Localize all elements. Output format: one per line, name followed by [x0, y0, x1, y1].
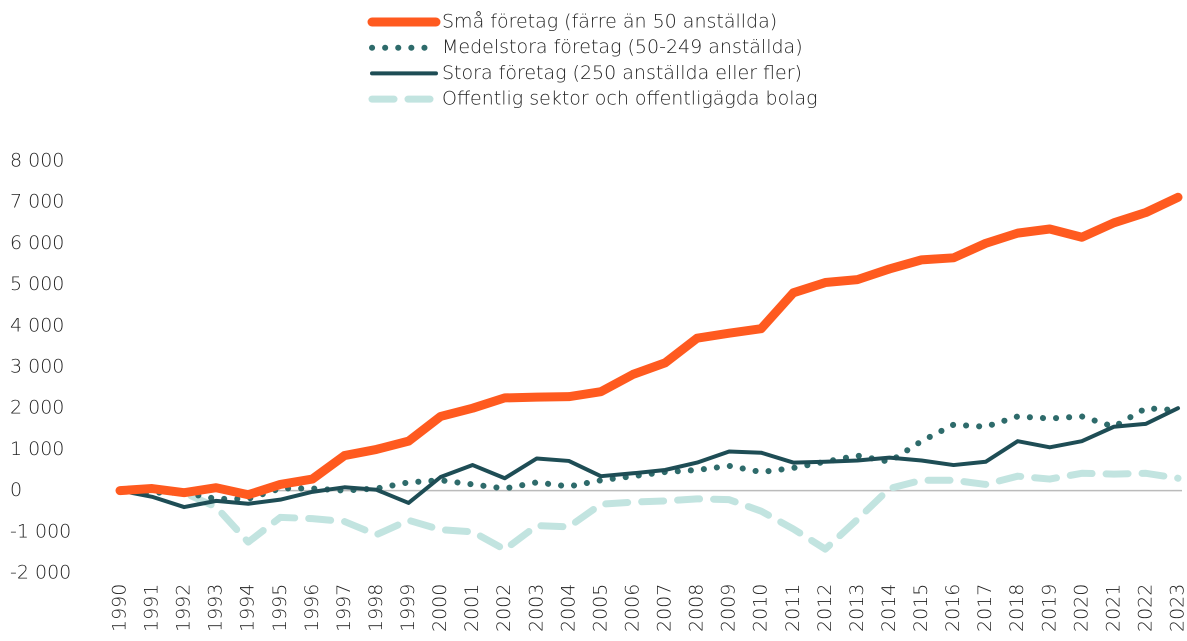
- legend-label: Offentlig sektor och offentligägda bolag: [442, 88, 818, 110]
- legend-label: Medelstora företag (50-249 anställda): [442, 36, 803, 58]
- x-tick-label: 2019: [1038, 584, 1060, 632]
- x-tick-label: 1991: [141, 584, 163, 632]
- y-tick-label: 4 000: [10, 314, 64, 336]
- x-tick-label: 2023: [1167, 584, 1187, 632]
- y-tick-label: -1 000: [10, 520, 71, 542]
- series-line: [116, 469, 1182, 554]
- x-tick-label: 1990: [109, 584, 131, 632]
- y-tick-label: -2 000: [10, 562, 71, 584]
- x-tick-label: 2003: [525, 584, 547, 632]
- x-tick-label: 1997: [333, 584, 355, 632]
- x-tick-label: 2010: [750, 584, 772, 632]
- x-tick-label: 2005: [589, 584, 611, 632]
- x-tick-label: 2009: [718, 584, 740, 632]
- x-tick-label: 1994: [237, 584, 259, 632]
- y-tick-label: 3 000: [10, 356, 64, 378]
- series-line: [115, 192, 1183, 500]
- x-tick-label: 1993: [205, 584, 227, 632]
- series-line: [118, 406, 1180, 510]
- series-line: [117, 405, 1181, 502]
- y-tick-label: 7 000: [10, 191, 64, 213]
- x-tick-label: 2001: [461, 584, 483, 632]
- x-tick-label: 2007: [654, 584, 676, 632]
- x-tick-label: 2006: [621, 584, 643, 632]
- x-tick-label: 2016: [942, 584, 964, 632]
- x-tick-label: 2012: [814, 584, 836, 632]
- x-tick-label: 2022: [1134, 584, 1156, 632]
- x-tick-label: 2021: [1102, 584, 1124, 632]
- x-tick-label: 1992: [173, 584, 195, 632]
- y-tick-label: 6 000: [10, 232, 64, 254]
- x-tick-label: 2017: [974, 584, 996, 632]
- x-tick-label: 1998: [365, 584, 387, 632]
- x-tick-label: 2008: [686, 584, 708, 632]
- x-tick-label: 1999: [397, 584, 419, 632]
- x-tick-label: 2011: [782, 584, 804, 632]
- x-tick-label: 2004: [557, 584, 579, 632]
- x-tick-label: 1995: [269, 584, 291, 632]
- x-tick-label: 2000: [429, 584, 451, 632]
- legend-label: Små företag (färre än 50 anställda): [442, 11, 777, 33]
- x-tick-label: 1996: [301, 584, 323, 632]
- y-tick-label: 0: [10, 479, 22, 501]
- y-tick-label: 5 000: [10, 273, 64, 295]
- x-tick-label: 2013: [846, 584, 868, 632]
- y-tick-label: 8 000: [10, 150, 64, 172]
- y-tick-label: 1 000: [10, 438, 64, 460]
- x-tick-label: 2015: [910, 584, 932, 632]
- legend-label: Stora företag (250 anställda eller fler): [442, 62, 802, 84]
- x-tick-label: 2002: [493, 584, 515, 632]
- x-tick-label: 2014: [878, 584, 900, 632]
- x-tick-label: 2018: [1006, 584, 1028, 632]
- y-tick-label: 2 000: [10, 397, 64, 419]
- x-tick-label: 2020: [1070, 584, 1092, 632]
